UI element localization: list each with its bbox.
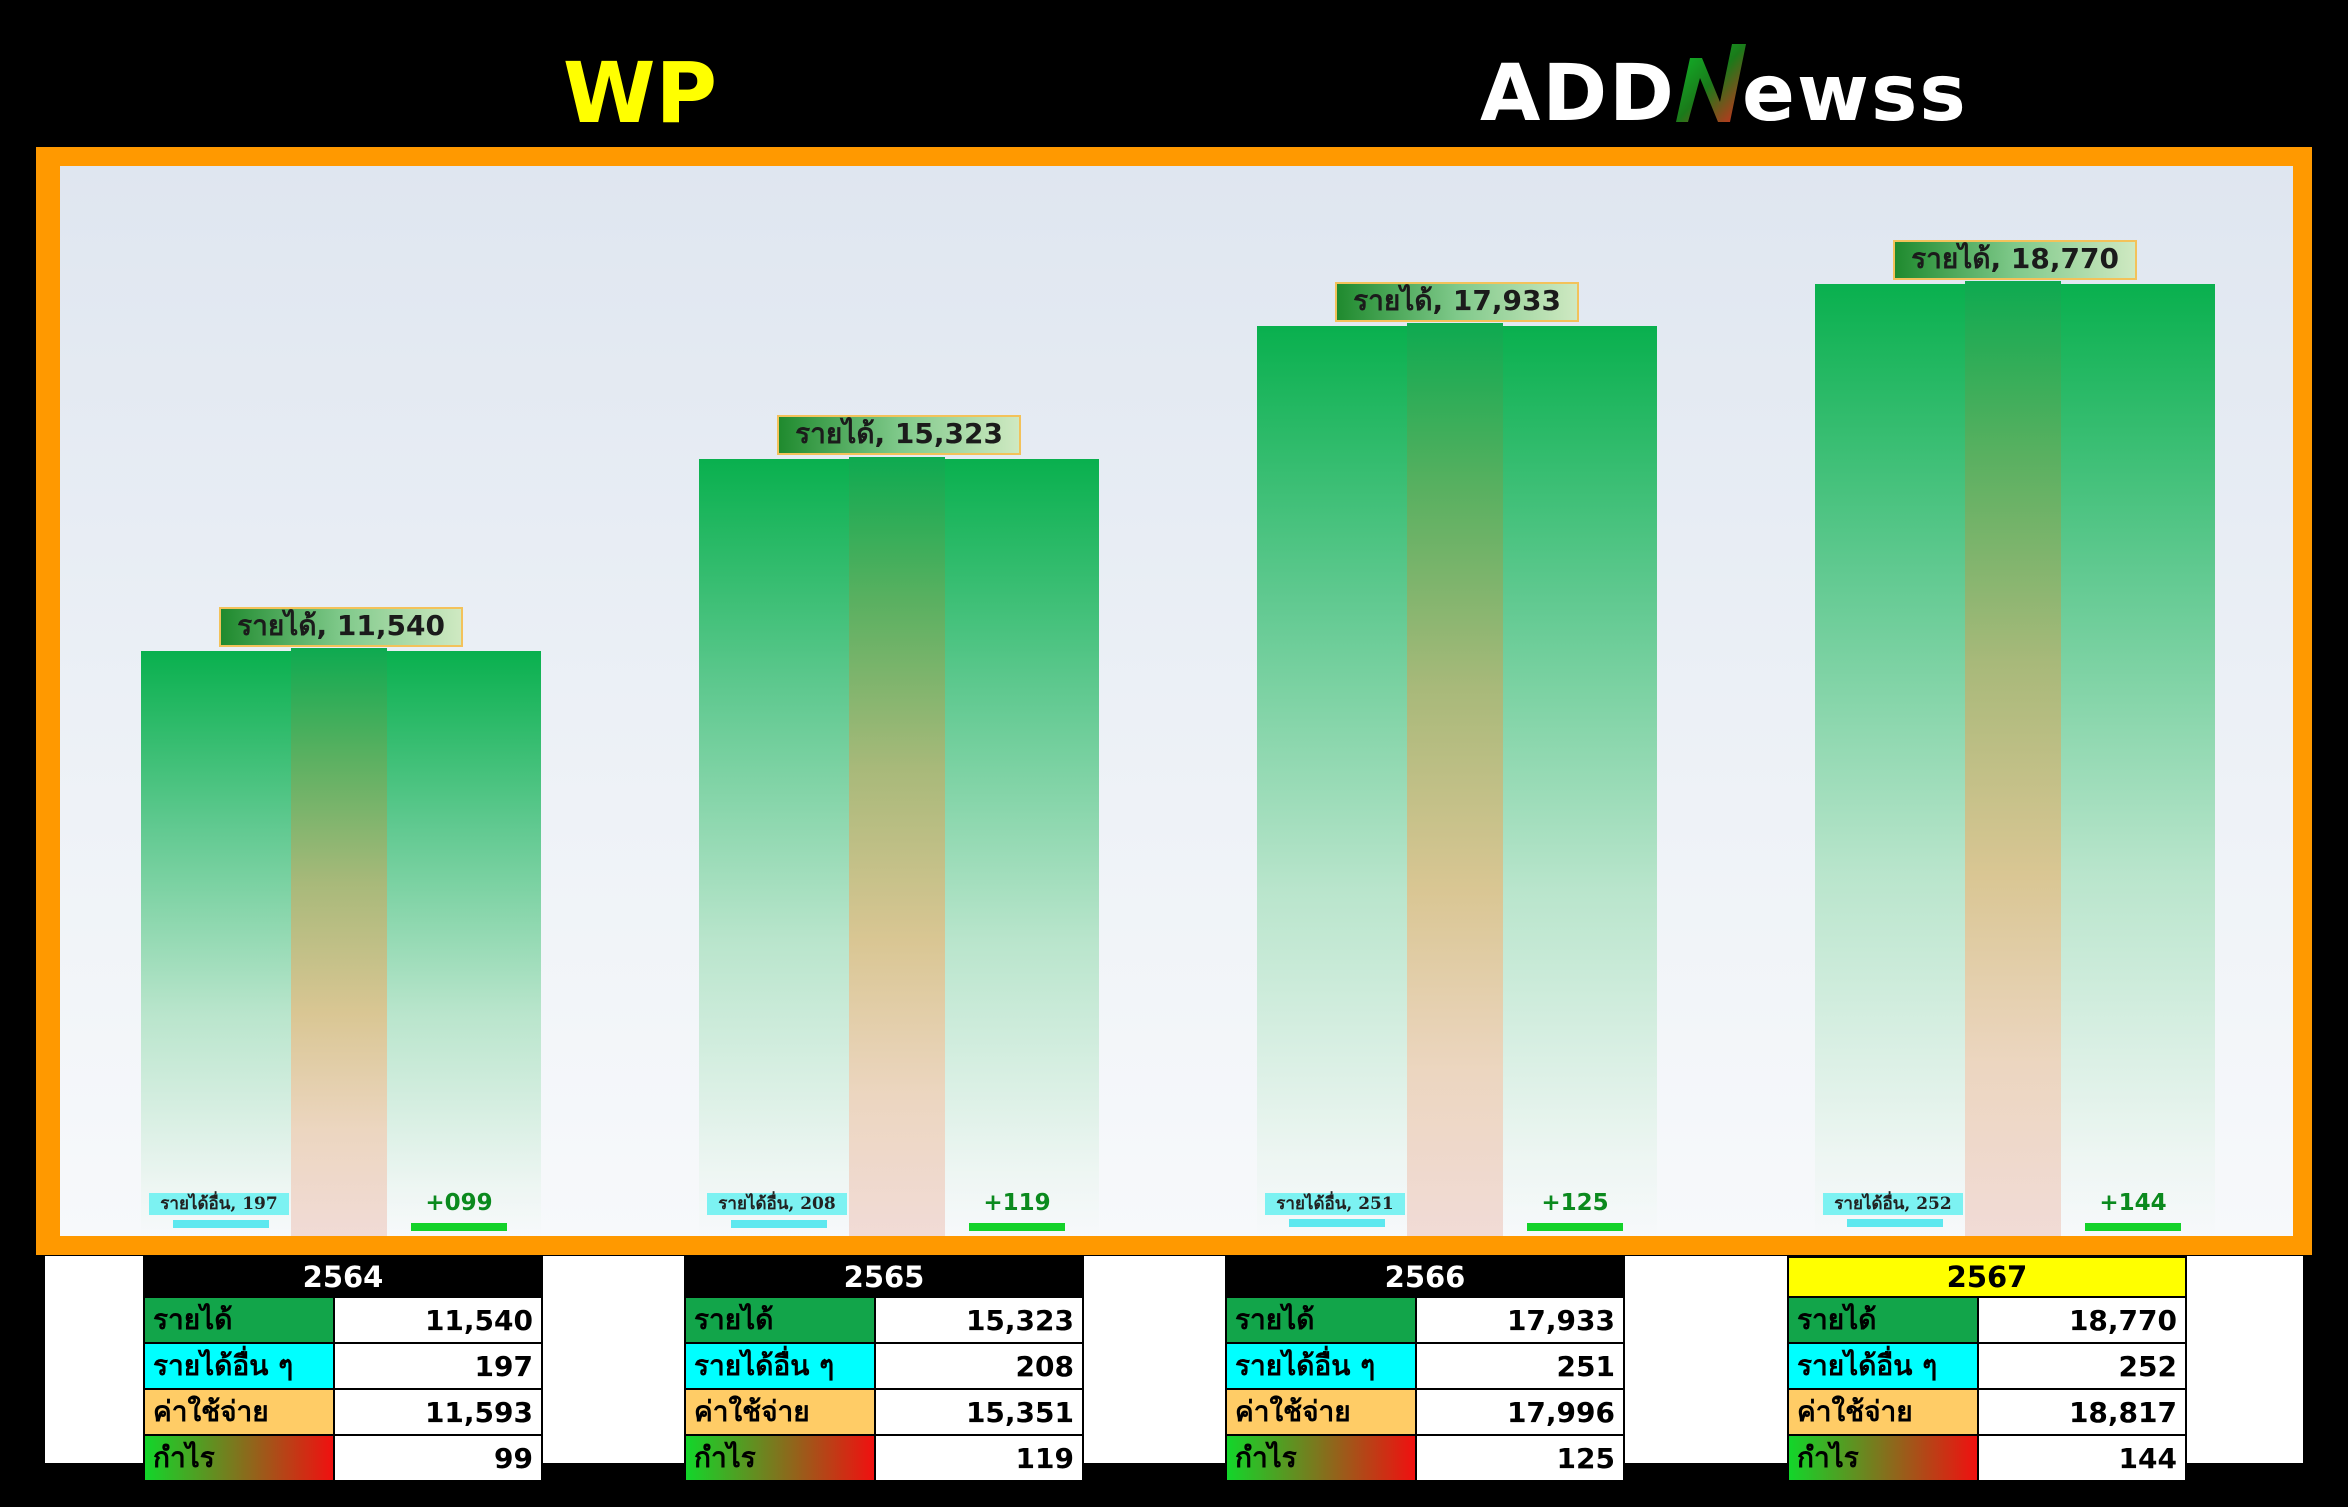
company-title: WP [562, 44, 718, 142]
year-header: 2564 [143, 1256, 543, 1298]
row-label: รายได้ [684, 1296, 876, 1344]
table-row: รายได้ 11,540 [143, 1296, 543, 1344]
expense-bar-2567 [1965, 281, 2061, 1236]
row-label: กำไร [684, 1434, 876, 1482]
row-value: 15,323 [874, 1296, 1084, 1344]
row-value: 17,996 [1415, 1388, 1625, 1436]
row-label: กำไร [1225, 1434, 1417, 1482]
table-row: กำไร 144 [1787, 1434, 2187, 1482]
other-income-bar-2565 [731, 1219, 827, 1228]
row-label: รายได้อื่น ๆ [684, 1342, 876, 1390]
row-label: รายได้อื่น ๆ [1225, 1342, 1417, 1390]
row-label: ค่าใช้จ่าย [1225, 1388, 1417, 1436]
profit-bar-2565 [969, 1222, 1065, 1231]
revenue-data-label: รายได้, 11,540 [219, 606, 463, 647]
row-value: 17,933 [1415, 1296, 1625, 1344]
row-label: รายได้ [1787, 1296, 1979, 1344]
profit-data-label: +119 [983, 1190, 1051, 1216]
row-label: รายได้ [1225, 1296, 1417, 1344]
chart-plot-area: รายได้, 11,540 รายได้อื่น, 197 +099 รายได้,… [60, 166, 2293, 1236]
year-table-2564: 2564 รายได้ 11,540 รายได้อื่น ๆ 197 ค่าใช้จ่า… [143, 1256, 543, 1482]
row-value: 197 [333, 1342, 543, 1390]
other-income-data-label: รายได้อื่น, 197 [149, 1193, 289, 1215]
table-row: รายได้ 18,770 [1787, 1296, 2187, 1344]
row-value: 251 [1415, 1342, 1625, 1390]
revenue-data-label: รายได้, 18,770 [1893, 239, 2137, 280]
row-value: 15,351 [874, 1388, 1084, 1436]
table-row: รายได้ 17,933 [1225, 1296, 1625, 1344]
table-row: รายได้อื่น ๆ 251 [1225, 1342, 1625, 1390]
row-label: รายได้อื่น ๆ [143, 1342, 335, 1390]
year-table-2566: 2566 รายได้ 17,933 รายได้อื่น ๆ 251 ค่าใช้จ่า… [1225, 1256, 1625, 1482]
year-table-2565: 2565 รายได้ 15,323 รายได้อื่น ๆ 208 ค่าใช้จ่า… [684, 1256, 1084, 1482]
year-table-2567: 2567 รายได้ 18,770 รายได้อื่น ๆ 252 ค่าใช้จ่า… [1787, 1256, 2187, 1482]
row-value: 119 [874, 1434, 1084, 1482]
brand-logo: ADD ewss [1480, 44, 1968, 139]
expense-bar-2564 [291, 647, 387, 1236]
row-value: 11,540 [333, 1296, 543, 1344]
profit-bar-2566 [1527, 1222, 1623, 1231]
row-value: 144 [1977, 1434, 2187, 1482]
row-value: 11,593 [333, 1388, 543, 1436]
other-income-data-label: รายได้อื่น, 252 [1823, 1193, 1963, 1215]
profit-bar-2567 [2085, 1222, 2181, 1231]
table-row: รายได้ 15,323 [684, 1296, 1084, 1344]
other-income-bar-2566 [1289, 1219, 1385, 1228]
row-label: รายได้ [143, 1296, 335, 1344]
row-label: กำไร [143, 1434, 335, 1482]
row-label: รายได้อื่น ๆ [1787, 1342, 1979, 1390]
table-row: รายได้อื่น ๆ 197 [143, 1342, 543, 1390]
row-value: 125 [1415, 1434, 1625, 1482]
svg-text:ewss: ewss [1742, 49, 1968, 139]
other-income-data-label: รายได้อื่น, 208 [707, 1193, 847, 1215]
row-value: 18,817 [1977, 1388, 2187, 1436]
row-value: 18,770 [1977, 1296, 2187, 1344]
row-label: ค่าใช้จ่าย [684, 1388, 876, 1436]
table-row: รายได้อื่น ๆ 208 [684, 1342, 1084, 1390]
profit-bar-2564 [411, 1223, 507, 1231]
row-label: ค่าใช้จ่าย [1787, 1388, 1979, 1436]
row-value: 99 [333, 1434, 543, 1482]
row-value: 252 [1977, 1342, 2187, 1390]
profit-data-label: +144 [2099, 1190, 2167, 1216]
year-header: 2567 [1787, 1256, 2187, 1298]
table-row: ค่าใช้จ่าย 11,593 [143, 1388, 543, 1436]
profit-data-label: +099 [425, 1190, 493, 1216]
expense-bar-2565 [849, 457, 945, 1236]
profit-data-label: +125 [1541, 1190, 1609, 1216]
other-income-bar-2564 [173, 1220, 269, 1228]
table-row: ค่าใช้จ่าย 17,996 [1225, 1388, 1625, 1436]
table-row: กำไร 99 [143, 1434, 543, 1482]
revenue-data-label: รายได้, 17,933 [1335, 282, 1579, 323]
revenue-data-label: รายได้, 15,323 [777, 414, 1021, 455]
row-value: 208 [874, 1342, 1084, 1390]
table-row: กำไร 119 [684, 1434, 1084, 1482]
row-label: ค่าใช้จ่าย [143, 1388, 335, 1436]
year-header: 2566 [1225, 1256, 1625, 1298]
table-row: ค่าใช้จ่าย 18,817 [1787, 1388, 2187, 1436]
year-header: 2565 [684, 1256, 1084, 1298]
other-income-data-label: รายได้อื่น, 251 [1265, 1193, 1405, 1215]
summary-tables: 2564 รายได้ 11,540 รายได้อื่น ๆ 197 ค่าใช้จ่า… [45, 1256, 2303, 1482]
table-row: รายได้อื่น ๆ 252 [1787, 1342, 2187, 1390]
row-label: กำไร [1787, 1434, 1979, 1482]
svg-text:ADD: ADD [1480, 49, 1676, 139]
expense-bar-2566 [1407, 323, 1503, 1236]
table-row: กำไร 125 [1225, 1434, 1625, 1482]
table-row: ค่าใช้จ่าย 15,351 [684, 1388, 1084, 1436]
other-income-bar-2567 [1847, 1219, 1943, 1228]
